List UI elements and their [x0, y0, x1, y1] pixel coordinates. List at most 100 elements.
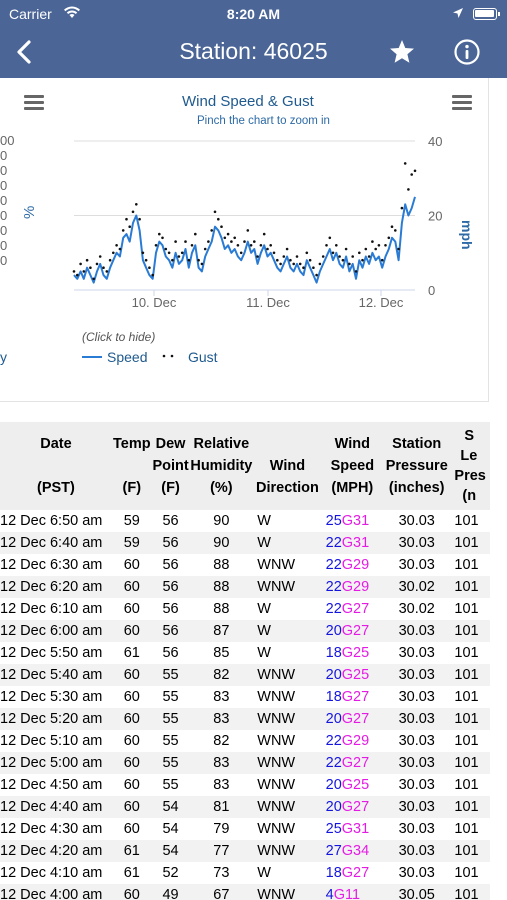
wind-direction-cell: WNW — [253, 840, 322, 862]
dew-point-cell: 56 — [151, 554, 190, 576]
legend-gust-dot — [170, 354, 174, 358]
gust-point — [384, 244, 387, 247]
table-row[interactable]: 12 Dec 6:10 am 60 56 88 W 22G27 30.02 101 — [0, 598, 490, 620]
humidity-cell: 83 — [189, 686, 254, 708]
pressure-cell: 30.03 — [383, 840, 451, 862]
table-row[interactable]: 12 Dec 5:10 am 60 55 82 WNW 22G29 30.03 101 — [0, 730, 490, 752]
wind-direction-cell: W — [253, 642, 322, 664]
gust-value: G27 — [341, 689, 370, 705]
speed-value: 20 — [325, 799, 342, 815]
temp-cell: 60 — [111, 576, 152, 598]
date-cell: 12 Dec 4:30 am — [0, 818, 112, 840]
date-cell: 12 Dec 6:40 am — [0, 532, 112, 554]
table-row[interactable]: 12 Dec 5:00 am 60 55 83 WNW 22G27 30.03 101 — [0, 752, 490, 774]
table-row[interactable]: 12 Dec 5:20 am 60 55 83 WNW 20G27 30.03 101 — [0, 708, 490, 730]
info-icon[interactable] — [453, 38, 481, 66]
gust-point — [302, 266, 305, 269]
gust-point — [95, 262, 99, 266]
humidity-cell: 90 — [189, 510, 254, 532]
pressure-cell: 30.03 — [383, 818, 451, 840]
gust-point — [236, 244, 240, 247]
table-row[interactable]: 12 Dec 6:50 am 59 56 90 W 25G31 30.03 101 — [0, 510, 490, 532]
gust-point — [341, 258, 345, 262]
table-row[interactable]: 12 Dec 5:40 am 60 55 82 WNW 20G25 30.03 101 — [0, 664, 490, 686]
gust-point — [112, 251, 115, 255]
table-row[interactable]: 12 Dec 5:30 am 60 55 83 WNW 18G27 30.03 101 — [0, 686, 490, 708]
gust-point — [118, 247, 122, 251]
chart-subtitle: Pinch the chart to zoom in — [197, 115, 330, 127]
temp-cell: 60 — [111, 752, 152, 774]
table-row[interactable]: 12 Dec 6:40 am 59 56 90 W 22G31 30.03 101 — [0, 532, 490, 554]
pressure-cell: 30.03 — [383, 620, 451, 642]
temp-cell: 61 — [111, 840, 152, 862]
page-title: Station: 46025 — [179, 38, 328, 64]
humidity-cell: 88 — [189, 576, 254, 598]
sea-level-pressure-cell: 101 — [450, 686, 490, 708]
gust-point — [131, 210, 135, 214]
date-cell: 12 Dec 4:20 am — [0, 840, 112, 862]
gust-point — [190, 244, 194, 247]
table-row[interactable]: 12 Dec 4:50 am 60 55 83 WNW 20G25 30.03 101 — [0, 774, 490, 796]
gust-point — [335, 244, 338, 247]
left-y-tick-label: 0 — [0, 193, 7, 208]
table-row[interactable]: 12 Dec 4:40 am 60 54 81 WNW 20G27 30.03 101 — [0, 796, 490, 818]
gust-point — [295, 255, 299, 258]
table-row[interactable]: 12 Dec 4:20 am 61 54 77 WNW 27G34 30.03 101 — [0, 840, 490, 862]
gust-point — [298, 262, 302, 266]
date-cell: 12 Dec 4:00 am — [0, 884, 112, 900]
gust-point — [138, 217, 141, 221]
header-sea-level-pressure: S Le Pres (n — [450, 422, 490, 510]
date-cell: 12 Dec 4:50 am — [0, 774, 112, 796]
observations-table[interactable]: Date (PST) Temp (F) Dew Point (F) Relative… — [0, 422, 490, 900]
dew-point-cell: 55 — [151, 708, 190, 730]
y-tick-label: 20 — [428, 209, 442, 224]
gust-point — [338, 255, 341, 258]
wind-direction-cell: WNW — [253, 818, 322, 840]
gust-point — [79, 262, 82, 266]
gust-point — [174, 240, 177, 243]
table-row[interactable]: 12 Dec 6:00 am 60 56 87 W 20G27 30.03 101 — [0, 620, 490, 642]
table-row[interactable]: 12 Dec 6:30 am 60 56 88 WNW 22G29 30.03 101 — [0, 554, 490, 576]
table-row[interactable]: 12 Dec 4:30 am 60 54 79 WNW 25G31 30.03 101 — [0, 818, 490, 840]
back-chevron-icon[interactable] — [12, 36, 36, 68]
left-y-tick-label: 0 — [0, 238, 7, 253]
gust-point — [128, 225, 131, 228]
legend-speed[interactable]: Speed — [82, 349, 147, 365]
gust-point — [200, 262, 204, 266]
favorite-star-icon[interactable] — [386, 36, 418, 68]
gust-value: G25 — [341, 777, 370, 793]
gust-point — [289, 258, 292, 262]
sea-level-pressure-cell: 101 — [450, 664, 490, 686]
gust-point — [217, 217, 220, 221]
sea-level-pressure-cell: 101 — [450, 840, 490, 862]
gust-point — [312, 266, 315, 269]
dew-point-cell: 55 — [151, 730, 190, 752]
wind-speed-cell: 22G29 — [321, 576, 384, 598]
gust-point — [387, 236, 391, 240]
speed-value: 20 — [325, 623, 342, 639]
table-row[interactable]: 12 Dec 5:50 am 61 56 85 W 18G25 30.03 101 — [0, 642, 490, 664]
wind-speed-cell: 18G25 — [321, 642, 384, 664]
table-row[interactable]: 12 Dec 4:00 am 60 49 67 WNW 4G11 30.05 101 — [0, 884, 490, 900]
legend-gust[interactable]: Gust — [162, 349, 218, 365]
speed-value: 22 — [325, 579, 342, 595]
gust-point — [197, 258, 200, 262]
gust-point — [154, 244, 158, 247]
gust-point — [233, 236, 236, 240]
dew-point-cell: 55 — [151, 774, 190, 796]
left-chart-menu-icon[interactable] — [24, 95, 44, 111]
humidity-cell: 83 — [189, 708, 254, 730]
dew-point-cell: 56 — [151, 642, 190, 664]
chart-menu-icon[interactable] — [452, 95, 472, 111]
gust-value: G29 — [341, 557, 370, 573]
dew-point-cell: 54 — [151, 840, 190, 862]
x-tick-label: 12. Dec — [359, 295, 404, 310]
temp-cell: 60 — [111, 620, 152, 642]
table-row[interactable]: 12 Dec 4:10 am 61 52 73 W 18G27 30.03 101 — [0, 862, 490, 884]
gust-point — [259, 244, 263, 247]
gust-point — [344, 247, 348, 251]
table-row[interactable]: 12 Dec 6:20 am 60 56 88 WNW 22G29 30.02 101 — [0, 576, 490, 598]
gust-point — [282, 255, 286, 258]
temp-cell: 59 — [111, 532, 152, 554]
